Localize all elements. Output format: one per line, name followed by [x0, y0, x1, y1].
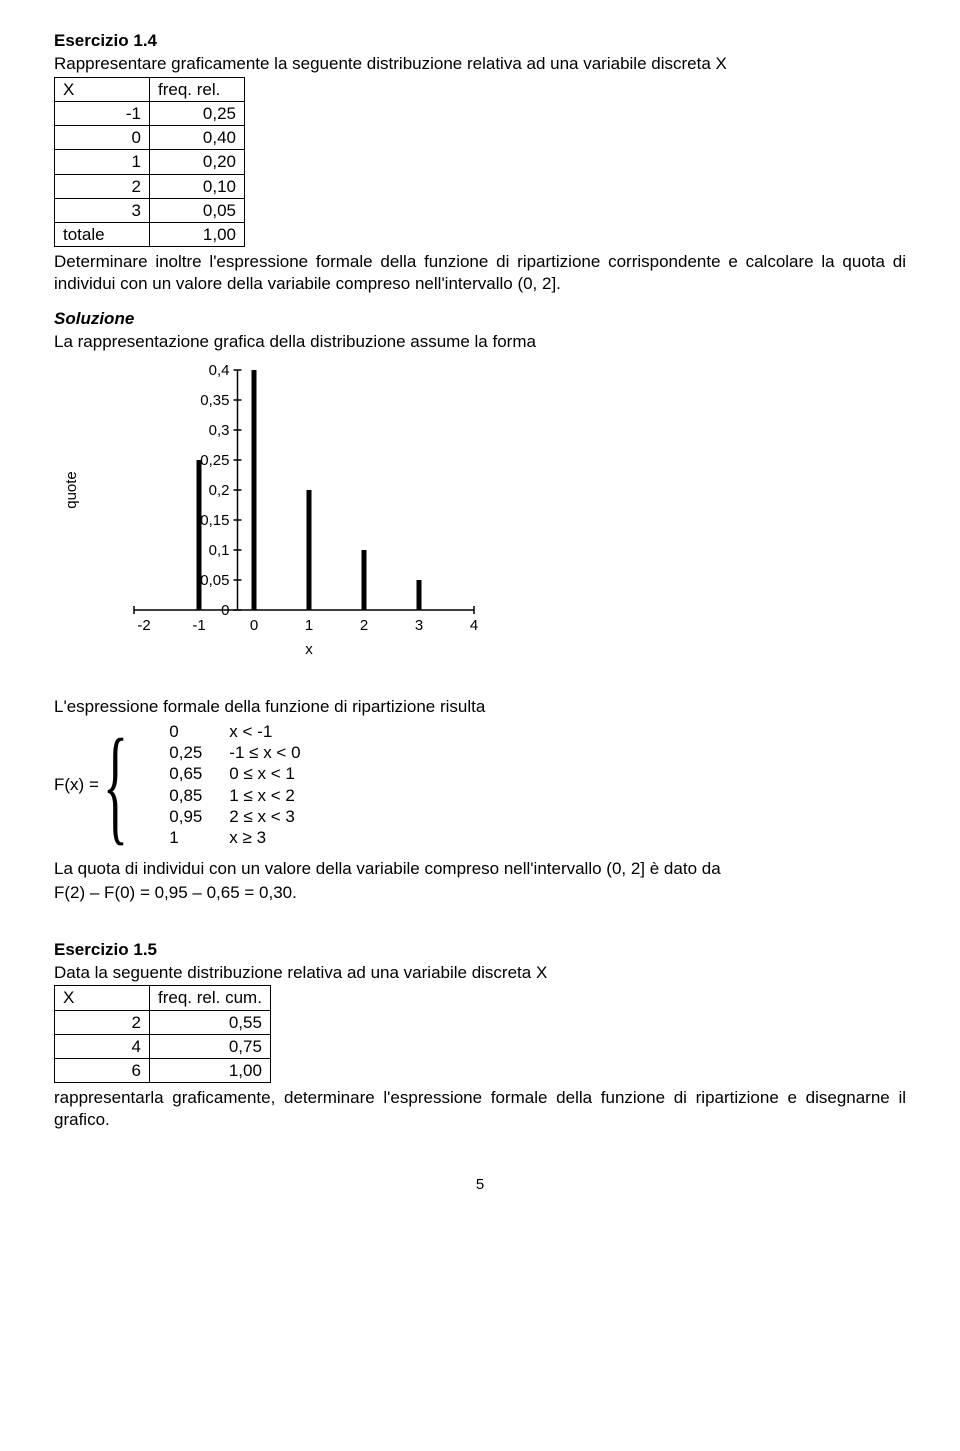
svg-text:0,1: 0,1 [209, 542, 230, 559]
table-row: -10,25 [55, 101, 245, 125]
svg-text:0,25: 0,25 [200, 452, 229, 469]
page-number: 5 [54, 1176, 906, 1195]
table-row: Xfreq. rel. cum. [55, 986, 271, 1010]
solution-text: La rappresentazione grafica della distri… [54, 331, 906, 352]
table-row: 10,20 [55, 150, 245, 174]
table-row: 30,05 [55, 198, 245, 222]
svg-text:x: x [305, 641, 313, 658]
task-text: Determinare inoltre l'espressione formal… [54, 251, 906, 294]
conclusion-text: La quota di individui con un valore dell… [54, 858, 906, 879]
svg-text:0,35: 0,35 [200, 392, 229, 409]
svg-text:2: 2 [360, 617, 368, 634]
intro-text: Rappresentare graficamente la seguente d… [54, 53, 906, 74]
solution-heading: Soluzione [54, 308, 906, 329]
svg-text:3: 3 [415, 617, 423, 634]
task-text-2: rappresentarla graficamente, determinare… [54, 1087, 906, 1130]
table-row: totale1,00 [55, 223, 245, 247]
svg-text:0,15: 0,15 [200, 512, 229, 529]
svg-text:1: 1 [305, 617, 313, 634]
brace-icon: { [103, 735, 128, 835]
intro-text-2: Data la seguente distribuzione relativa … [54, 962, 906, 983]
expression-intro: L'espressione formale della funzione di … [54, 696, 906, 717]
table-row: 00,40 [55, 126, 245, 150]
svg-text:quote: quote [63, 471, 80, 509]
distribution-chart: 0 0,05 0,1 0,15 0,2 0,25 0,3 0,35 0,4 -2 -1 0 1 2 3 4 x q… [54, 360, 906, 685]
frequency-table-2: Xfreq. rel. cum. 20,55 40,75 61,00 [54, 985, 271, 1083]
frequency-table-1: Xfreq. rel. -10,25 00,40 10,20 20,10 30,… [54, 77, 245, 248]
svg-text:0,4: 0,4 [209, 362, 230, 379]
table-row: Xfreq. rel. [55, 77, 245, 101]
svg-text:-1: -1 [192, 617, 205, 634]
svg-text:0: 0 [221, 602, 229, 619]
svg-text:0,05: 0,05 [200, 572, 229, 589]
cases-block: 0x < -1 0,25-1 ≤ x < 0 0,650 ≤ x < 1 0,8… [169, 721, 319, 849]
svg-text:0,3: 0,3 [209, 422, 230, 439]
svg-text:0,2: 0,2 [209, 482, 230, 499]
svg-text:4: 4 [470, 617, 478, 634]
piecewise-function: F(x) = { 0x < -1 0,25-1 ≤ x < 0 0,650 ≤ … [54, 721, 906, 849]
table-row: 61,00 [55, 1059, 271, 1083]
chart-svg: 0 0,05 0,1 0,15 0,2 0,25 0,3 0,35 0,4 -2 -1 0 1 2 3 4 x q… [54, 360, 484, 680]
table-row: 40,75 [55, 1034, 271, 1058]
conclusion-calc: F(2) – F(0) = 0,95 – 0,65 = 0,30. [54, 882, 906, 903]
svg-text:0: 0 [250, 617, 258, 634]
table-row: 20,55 [55, 1010, 271, 1034]
svg-text:-2: -2 [137, 617, 150, 634]
exercise-title: Esercizio 1.4 [54, 30, 906, 51]
table-row: 20,10 [55, 174, 245, 198]
exercise-title-2: Esercizio 1.5 [54, 939, 906, 960]
